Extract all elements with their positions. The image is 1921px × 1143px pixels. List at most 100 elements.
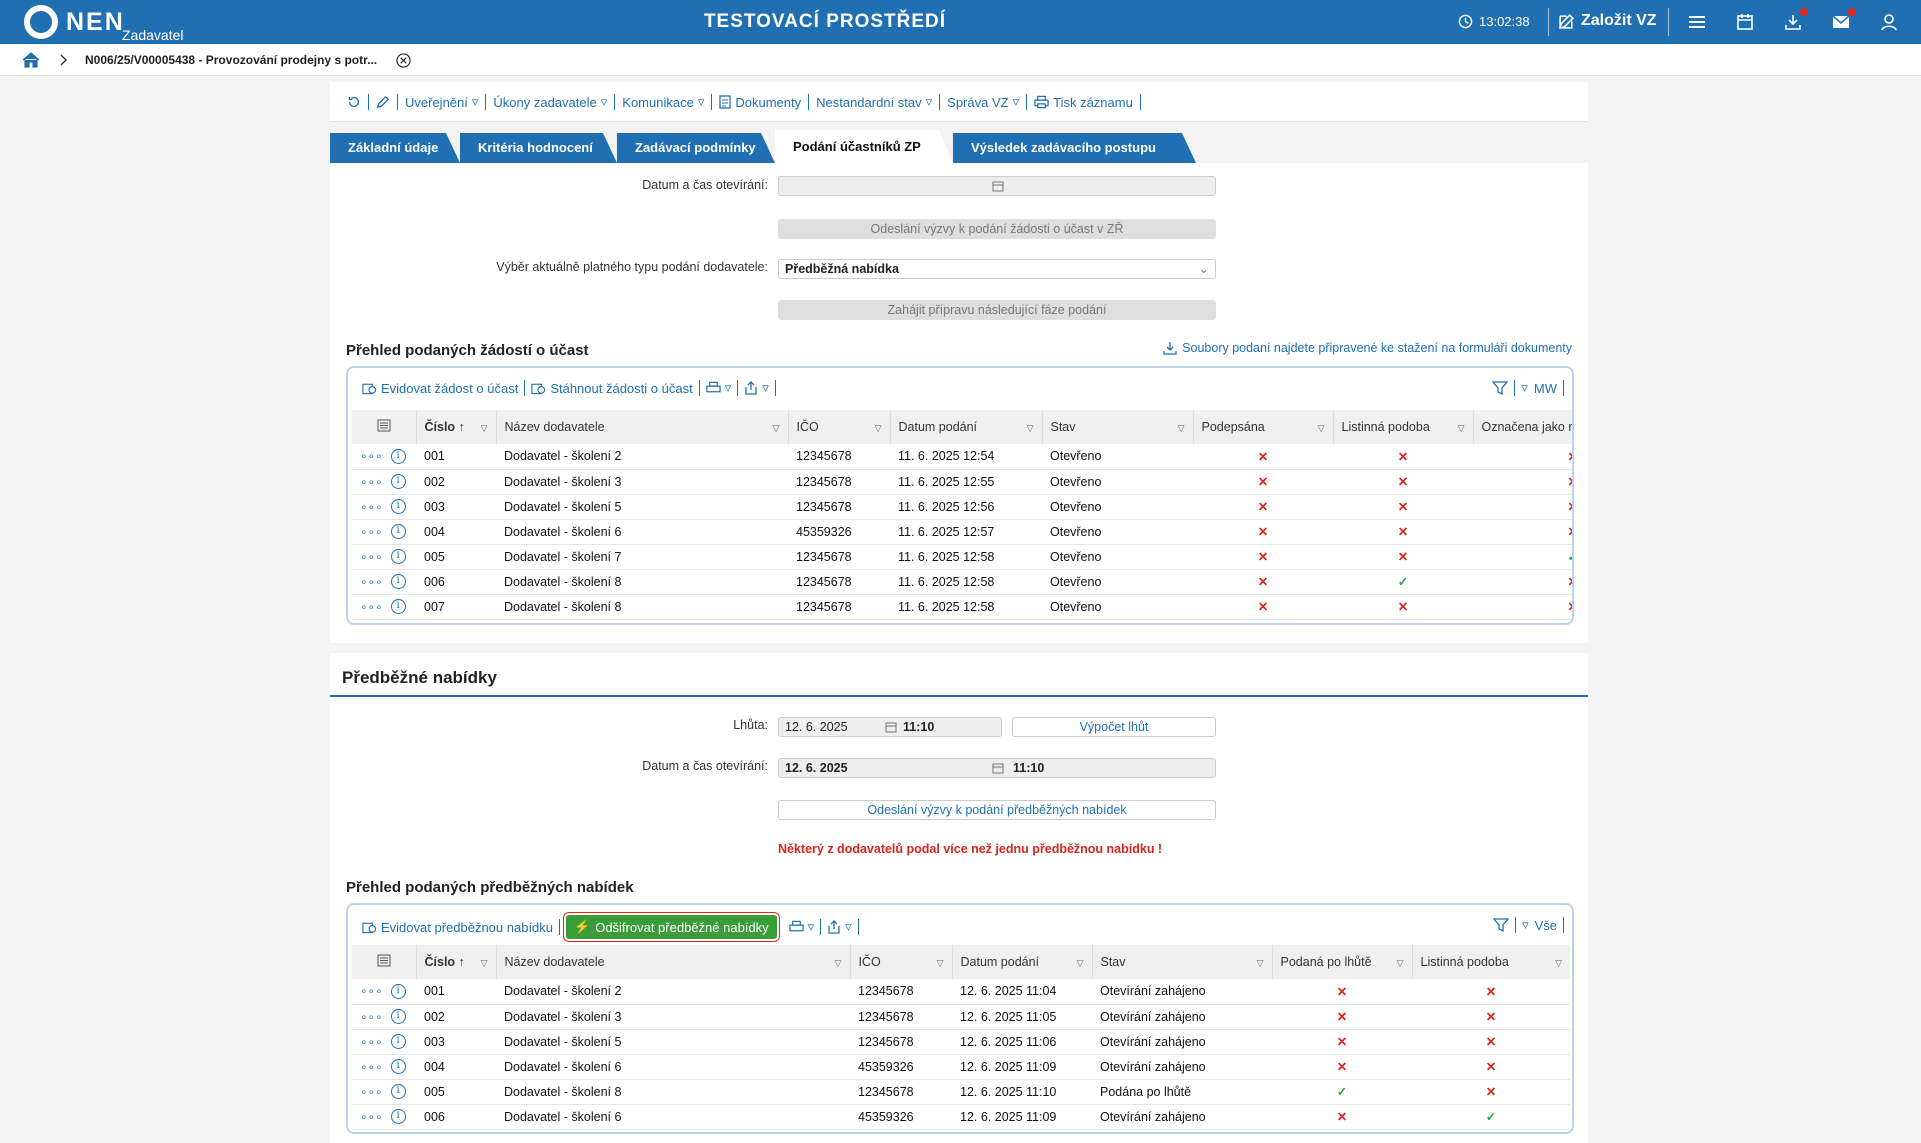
table-row[interactable]: ∘∘∘ i 005 Dodavatel - školení 8 12345678 12. … xyxy=(352,1079,1570,1105)
tab-zadavaci-podminky[interactable]: Zadávací podmínky xyxy=(617,133,775,163)
open-date-field[interactable]: 12. 6. 2025 11:10 xyxy=(778,758,1216,778)
menu-tisk-zaznamu[interactable]: Tisk záznamu xyxy=(1027,94,1141,110)
close-icon[interactable] xyxy=(396,53,411,68)
filter-icon[interactable] xyxy=(1492,380,1509,396)
column-header[interactable]: Datum podání ▽ xyxy=(952,945,1093,979)
menu-dokumenty[interactable]: Dokumenty xyxy=(712,94,810,110)
info-icon[interactable]: i xyxy=(390,1059,406,1074)
menu-uverejneni[interactable]: Uveřejnění ▿ xyxy=(398,94,487,110)
deadline-field[interactable]: 12. 6. 2025 11:10 xyxy=(778,717,1002,737)
more-icon[interactable]: ∘∘∘ xyxy=(360,1009,383,1024)
register-application-button[interactable]: Evidovat žádost o účast xyxy=(356,380,526,396)
menu-komunikace[interactable]: Komunikace ▿ xyxy=(615,94,713,110)
info-icon[interactable]: i xyxy=(390,1109,406,1124)
more-icon[interactable]: ∘∘∘ xyxy=(360,449,383,464)
send-preliminary-button[interactable]: Odeslání výzvy k podání předběžných nabí… xyxy=(778,800,1216,820)
table-row[interactable]: ∘∘∘ i 004 Dodavatel - školení 6 45359326 11. … xyxy=(352,519,1572,545)
more-icon[interactable]: ∘∘∘ xyxy=(360,1034,383,1049)
more-icon[interactable]: ∘∘∘ xyxy=(360,474,383,489)
filter-icon[interactable] xyxy=(1493,917,1510,933)
create-vz-button[interactable]: Založit VZ xyxy=(1558,12,1657,30)
column-settings[interactable] xyxy=(352,410,417,444)
decrypt-offers-button[interactable]: ⚡ Odšifrovat předběžné nabídky xyxy=(563,912,780,942)
info-icon[interactable]: i xyxy=(390,549,406,564)
column-header[interactable]: Stav ▽ xyxy=(1042,410,1194,444)
column-header[interactable]: Listinná podoba ▽ xyxy=(1333,410,1474,444)
mail-icon[interactable] xyxy=(1830,8,1856,33)
print-menu-button[interactable]: ▿ xyxy=(700,380,739,396)
home-icon[interactable] xyxy=(22,52,40,68)
user-icon[interactable] xyxy=(1878,11,1900,33)
column-settings[interactable] xyxy=(352,945,417,979)
edit-button[interactable] xyxy=(369,94,398,110)
column-header[interactable]: Číslo ↑ ▽ xyxy=(416,945,497,979)
more-icon[interactable]: ∘∘∘ xyxy=(360,1059,383,1074)
more-icon[interactable]: ∘∘∘ xyxy=(360,1109,383,1124)
info-icon[interactable]: i xyxy=(390,474,406,489)
print-menu-button[interactable]: ▿ xyxy=(783,919,822,935)
table-row[interactable]: ∘∘∘ i 001 Dodavatel - školení 2 12345678 12. … xyxy=(352,979,1570,1005)
column-header[interactable]: IČO ▽ xyxy=(850,945,953,979)
send-request-button[interactable]: Odeslání výzvy k podání žádosti o účast … xyxy=(778,219,1216,239)
column-header[interactable]: Název dodavatele ▽ xyxy=(496,410,789,444)
more-icon[interactable]: ∘∘∘ xyxy=(360,984,383,999)
more-icon[interactable]: ∘∘∘ xyxy=(360,549,383,564)
info-icon[interactable]: i xyxy=(390,499,406,514)
export-menu-button[interactable]: ▿ xyxy=(821,919,859,935)
refresh-button[interactable] xyxy=(340,94,369,110)
info-icon[interactable]: i xyxy=(390,524,406,539)
column-header[interactable]: Číslo ↑ ▽ xyxy=(416,410,497,444)
info-icon[interactable]: i xyxy=(390,574,406,589)
filter-preset[interactable]: Vše xyxy=(1534,917,1557,933)
column-header[interactable]: Podepsána ▽ xyxy=(1193,410,1334,444)
info-icon[interactable]: i xyxy=(390,448,406,464)
menu-ukony-zadavatele[interactable]: Úkony zadavatele ▿ xyxy=(486,94,616,110)
column-header[interactable]: Název dodavatele ▽ xyxy=(496,945,851,979)
chevron-down-icon[interactable]: ▿ xyxy=(1522,917,1529,932)
table-row[interactable]: ∘∘∘ i 006 Dodavatel - školení 6 45359326 12. … xyxy=(352,1104,1570,1130)
calendar-icon[interactable] xyxy=(1734,11,1756,33)
table-row[interactable]: ∘∘∘ i 003 Dodavatel - školení 5 12345678 11. … xyxy=(352,494,1572,520)
chevron-down-icon[interactable]: ▿ xyxy=(1521,380,1528,395)
table-row[interactable]: ∘∘∘ i 004 Dodavatel - školení 6 45359326 12. … xyxy=(352,1054,1570,1080)
table-row[interactable]: ∘∘∘ i 001 Dodavatel - školení 2 12345678 11. … xyxy=(352,444,1572,470)
more-icon[interactable]: ∘∘∘ xyxy=(360,499,383,514)
column-header[interactable]: Podaná po lhůtě ▽ xyxy=(1272,945,1413,979)
tab-vysledek[interactable]: Výsledek zadávacího postupu xyxy=(953,133,1196,163)
more-icon[interactable]: ∘∘∘ xyxy=(360,599,383,614)
table-row[interactable]: ∘∘∘ i 003 Dodavatel - školení 5 12345678 12. … xyxy=(352,1029,1570,1055)
more-icon[interactable]: ∘∘∘ xyxy=(360,1084,383,1099)
filter-preset[interactable]: MW xyxy=(1533,380,1557,396)
register-preliminary-button[interactable]: Evidovat předběžnou nabídku xyxy=(356,919,561,935)
table-row[interactable]: ∘∘∘ i 002 Dodavatel - školení 3 12345678 12. … xyxy=(352,1004,1570,1030)
download-icon[interactable] xyxy=(1782,8,1808,33)
breadcrumb-title[interactable]: N006/25/V00005438 - Provozování prodejny… xyxy=(85,53,378,67)
info-icon[interactable]: i xyxy=(390,1084,406,1099)
column-header[interactable]: IČO ▽ xyxy=(788,410,891,444)
tab-zakladni-udaje[interactable]: Základní údaje xyxy=(330,133,460,163)
table-row[interactable]: ∘∘∘ i 005 Dodavatel - školení 7 12345678 11. … xyxy=(352,544,1572,570)
info-icon[interactable]: i xyxy=(390,983,406,999)
more-icon[interactable]: ∘∘∘ xyxy=(360,524,383,539)
table-row[interactable]: ∘∘∘ i 007 Dodavatel - školení 8 12345678 11. … xyxy=(352,594,1572,620)
start-next-phase-button[interactable]: Zahájit přípravu následující fáze podání xyxy=(778,300,1216,320)
menu-sprava-vz[interactable]: Správa VZ ▿ xyxy=(940,94,1028,110)
info-icon[interactable]: i xyxy=(390,1034,406,1049)
info-icon[interactable]: i xyxy=(390,599,406,614)
export-menu-button[interactable]: ▿ xyxy=(738,380,776,396)
calc-deadline-button[interactable]: Výpočet lhůt xyxy=(1012,717,1216,737)
menu-icon[interactable] xyxy=(1686,11,1708,33)
column-header[interactable]: Listinná podoba ▽ xyxy=(1412,945,1570,979)
more-icon[interactable]: ∘∘∘ xyxy=(360,574,383,589)
menu-nestandardni-stav[interactable]: Nestandardní stav ▿ xyxy=(809,94,941,110)
table-row[interactable]: ∘∘∘ i 002 Dodavatel - školení 3 12345678 11. … xyxy=(352,469,1572,495)
open-date-field[interactable] xyxy=(778,176,1216,196)
column-header[interactable]: Označena jako ne xyxy=(1473,410,1572,444)
tab-podani-ucastniku[interactable]: Podání účastníků ZP xyxy=(775,130,953,163)
column-header[interactable]: Stav ▽ xyxy=(1092,945,1273,979)
files-link[interactable]: Soubory podaní najdete připravené ke sta… xyxy=(1163,341,1572,355)
table-row[interactable]: ∘∘∘ i 006 Dodavatel - školení 8 12345678 11. … xyxy=(352,569,1572,595)
nen-logo-icon[interactable] xyxy=(24,5,58,39)
tab-kriteria-hodnoceni[interactable]: Kritéria hodnocení xyxy=(460,133,617,163)
submission-type-select[interactable]: Předběžná nabídka ⌄ xyxy=(778,259,1216,279)
